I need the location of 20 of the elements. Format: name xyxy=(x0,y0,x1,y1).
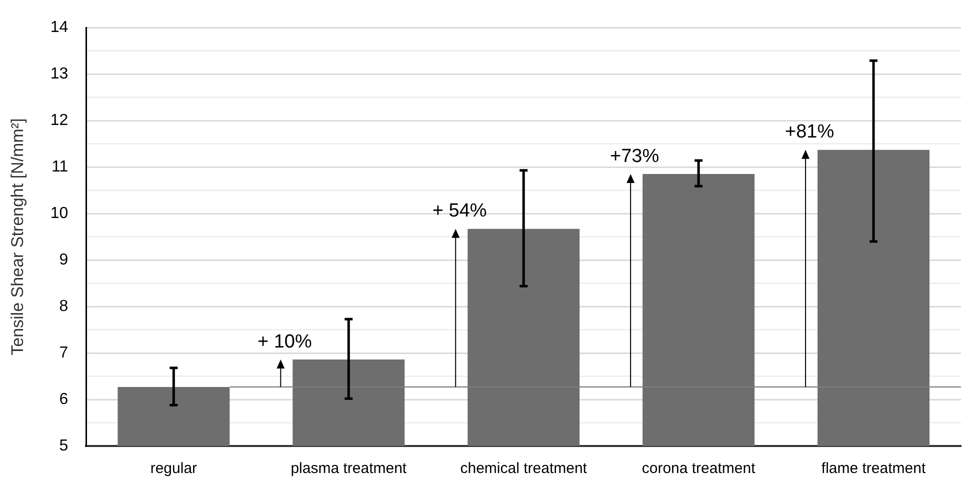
y-tick-label: 7 xyxy=(59,344,68,362)
y-axis-title: Tensile Shear Strenght [N/mm²] xyxy=(8,118,27,356)
annotation: + 10% xyxy=(257,331,312,352)
x-tick-label: corona treatment xyxy=(642,460,756,478)
annotation: +73% xyxy=(610,146,660,167)
x-tick-label: plasma treatment xyxy=(290,460,408,478)
annotation: + 54% xyxy=(432,200,487,222)
y-tick-label: 10 xyxy=(50,204,68,222)
y-tick-label: 9 xyxy=(59,251,68,268)
y-tick-label: 14 xyxy=(50,19,68,36)
x-tick-label: flame treatment xyxy=(821,460,926,478)
x-tick-label: chemical treatment xyxy=(460,460,588,478)
y-tick-label: 8 xyxy=(59,298,68,315)
y-tick-label: 12 xyxy=(50,112,68,129)
annotation: +81% xyxy=(784,122,834,143)
y-tick-label: 11 xyxy=(52,158,68,176)
y-tick-label: 6 xyxy=(59,390,68,408)
x-tick-label: regular xyxy=(150,460,198,478)
y-tick-label: 13 xyxy=(50,65,68,82)
y-tick-label: 5 xyxy=(59,437,68,454)
